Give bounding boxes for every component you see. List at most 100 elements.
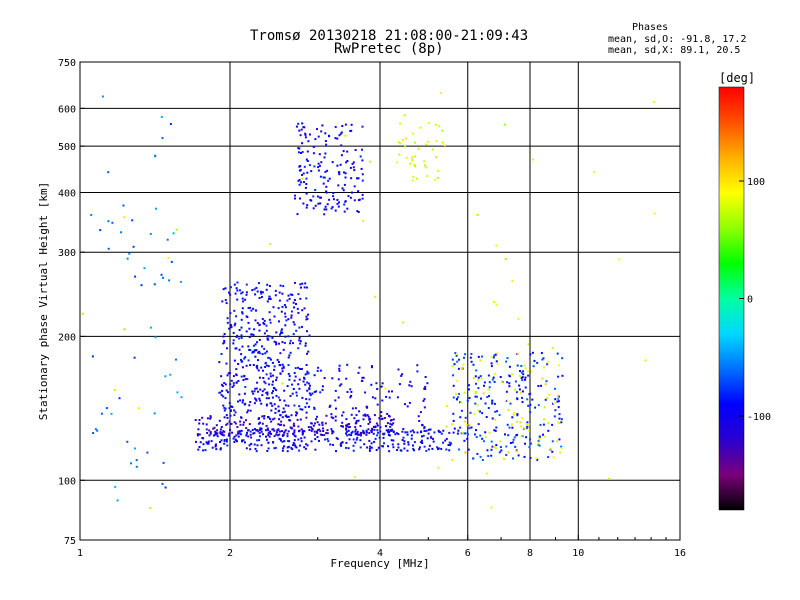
echo-point xyxy=(263,332,266,335)
echo-point xyxy=(306,150,309,153)
echo-point xyxy=(230,324,233,327)
echo-point xyxy=(237,380,240,382)
echo-point xyxy=(258,432,261,435)
echo-point xyxy=(296,213,299,216)
echo-point xyxy=(430,435,433,438)
echo-point xyxy=(416,364,419,367)
echo-point xyxy=(503,123,506,126)
echo-point xyxy=(542,357,545,360)
echo-point xyxy=(322,176,325,179)
echo-point xyxy=(161,482,164,485)
echo-point xyxy=(490,362,493,365)
echo-point xyxy=(412,175,415,178)
echo-point xyxy=(464,353,467,356)
echo-point xyxy=(374,397,377,400)
echo-point xyxy=(310,422,313,425)
echo-point xyxy=(227,434,230,437)
echo-point xyxy=(313,406,316,409)
echo-point xyxy=(247,429,250,432)
echo-point xyxy=(266,283,269,286)
echo-point xyxy=(343,203,346,206)
echo-point xyxy=(175,358,177,361)
echo-point xyxy=(364,413,367,416)
echo-point xyxy=(316,431,319,434)
echo-point xyxy=(340,144,343,147)
echo-point xyxy=(553,402,555,405)
y-tick-label: 600 xyxy=(58,104,76,115)
echo-point xyxy=(540,352,543,354)
echo-point xyxy=(359,155,362,158)
echo-point xyxy=(413,441,416,444)
echo-point xyxy=(348,438,351,441)
echo-point xyxy=(536,458,539,461)
echo-point xyxy=(250,333,253,336)
echo-point xyxy=(248,444,251,447)
echo-point xyxy=(295,125,298,128)
echo-point xyxy=(364,391,367,394)
echo-point xyxy=(291,392,294,395)
echo-point xyxy=(445,425,448,428)
echo-point xyxy=(360,167,363,170)
echo-point xyxy=(538,444,541,447)
echo-point xyxy=(327,440,330,443)
echo-point xyxy=(411,429,414,432)
echo-point xyxy=(162,461,165,464)
echo-point xyxy=(310,170,313,173)
echo-point xyxy=(293,443,296,446)
echo-point xyxy=(240,375,243,378)
echo-point xyxy=(385,395,388,398)
echo-point xyxy=(242,423,245,426)
echo-point xyxy=(510,423,513,426)
echo-point xyxy=(354,149,357,151)
echo-point xyxy=(219,447,222,450)
echo-point xyxy=(495,426,498,429)
echo-point xyxy=(199,441,202,444)
echo-point xyxy=(392,418,395,421)
echo-point xyxy=(442,441,444,444)
echo-point xyxy=(234,422,237,425)
echo-point xyxy=(219,430,222,433)
echo-point xyxy=(361,193,364,196)
echo-point xyxy=(406,449,409,452)
echo-point xyxy=(257,351,260,354)
echo-point xyxy=(301,174,303,176)
echo-point xyxy=(307,313,310,316)
echo-point xyxy=(228,402,231,405)
echo-point xyxy=(318,423,321,426)
echo-point xyxy=(432,440,435,443)
echo-point xyxy=(375,422,378,425)
echo-point xyxy=(249,448,252,451)
echo-point xyxy=(252,432,255,435)
echo-point xyxy=(197,448,200,451)
echo-point xyxy=(511,416,514,419)
echo-point xyxy=(226,422,229,425)
echo-point xyxy=(295,411,298,414)
echo-point xyxy=(342,411,345,414)
echo-point xyxy=(420,431,422,434)
echo-point xyxy=(505,390,508,393)
echo-point xyxy=(198,446,201,448)
echo-point xyxy=(238,337,241,340)
echo-point xyxy=(295,414,297,417)
echo-point xyxy=(237,400,239,403)
echo-point xyxy=(490,365,493,368)
echo-point xyxy=(223,442,226,445)
echo-point xyxy=(304,133,307,136)
echo-point xyxy=(387,445,389,448)
echo-point xyxy=(305,158,308,161)
echo-point xyxy=(231,431,234,434)
echo-point xyxy=(334,137,337,140)
echo-point xyxy=(169,373,172,376)
echo-point xyxy=(241,345,244,348)
echo-point xyxy=(267,432,270,435)
echo-point xyxy=(268,357,271,360)
echo-point xyxy=(322,430,325,432)
echo-point xyxy=(261,291,264,294)
echo-point xyxy=(161,137,164,140)
echo-point xyxy=(283,445,286,448)
echo-point xyxy=(347,429,350,432)
echo-point xyxy=(214,433,217,436)
echo-point xyxy=(247,345,250,348)
echo-point xyxy=(266,450,269,452)
echo-point xyxy=(261,353,264,355)
